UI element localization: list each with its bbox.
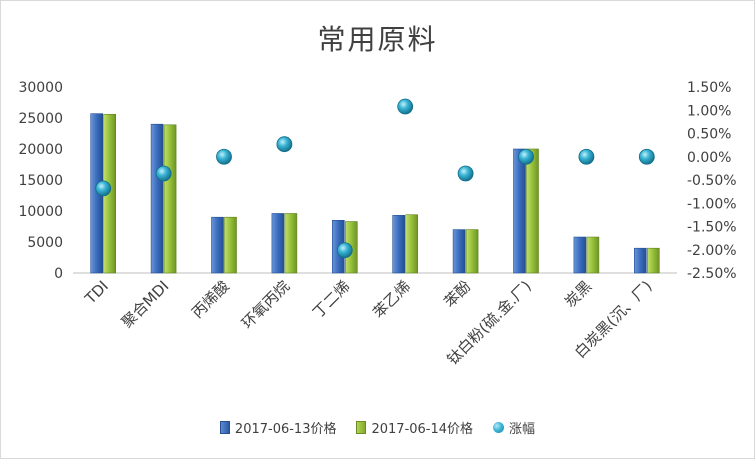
legend-item-series-3: 涨幅 xyxy=(493,418,535,437)
y-right-tick-label: -0.50% xyxy=(687,173,737,189)
x-category-label: 丁二烯 xyxy=(309,277,354,322)
dot-change xyxy=(518,148,534,165)
x-category-label: 环氧丙烷 xyxy=(238,277,293,332)
legend-label-series-1: 2017-06-13价格 xyxy=(234,422,337,437)
x-category-label: 丙烯酸 xyxy=(188,277,233,322)
bar-series-1 xyxy=(452,229,466,274)
bar-series-1 xyxy=(150,123,164,274)
y-left-tick-label: 20000 xyxy=(18,142,63,158)
dot-change xyxy=(216,148,232,165)
bar-series-2 xyxy=(646,247,660,274)
bar-series-1 xyxy=(392,215,406,274)
y-right-tick-label: -2.50% xyxy=(687,266,737,282)
y-right-tick-label: 0.00% xyxy=(687,150,731,166)
dot-change xyxy=(336,242,353,259)
chart-legend: 2017-06-13价格 2017-06-14价格 涨幅 xyxy=(0,418,755,437)
chart-title: 常用原料 xyxy=(317,23,438,56)
bar-series-1 xyxy=(513,148,526,274)
dot-change xyxy=(276,136,293,153)
y-left-tick-label: 10000 xyxy=(18,204,63,220)
bar-series-1 xyxy=(633,247,647,274)
legend-item-series-1: 2017-06-13价格 xyxy=(219,418,337,437)
y-right-tick-label: -2.00% xyxy=(687,243,737,259)
bar-series-2 xyxy=(284,213,298,274)
y-left-tick-label: 5000 xyxy=(27,235,63,251)
x-category-label: 聚合MDI xyxy=(118,277,172,331)
y-right-tick-label: -1.00% xyxy=(687,196,737,212)
x-category-label: 炭黑 xyxy=(561,277,595,311)
bar-series-2 xyxy=(163,124,177,274)
y-right-tick-label: 1.00% xyxy=(687,103,731,119)
y-left-tick-label: 0 xyxy=(54,266,63,282)
dot-change xyxy=(457,165,474,182)
bar-series-2 xyxy=(526,148,539,274)
dot-change xyxy=(95,180,112,197)
bar-series-2 xyxy=(465,229,479,274)
y-left-tick-label: 30000 xyxy=(18,80,63,96)
dot-change xyxy=(638,148,655,165)
legend-swatch-green xyxy=(356,421,367,434)
y-left-tick-label: 15000 xyxy=(18,173,63,189)
bar-series-2 xyxy=(224,216,237,274)
x-category-label: TDI xyxy=(81,277,112,308)
bar-series-2 xyxy=(586,236,600,274)
dot-change xyxy=(155,165,172,182)
y-right-tick-label: 0.50% xyxy=(687,127,731,143)
bar-series-2 xyxy=(405,214,419,274)
legend-swatch-dot xyxy=(493,422,505,433)
bar-series-1 xyxy=(211,216,224,274)
legend-label-series-2: 2017-06-14价格 xyxy=(371,422,474,437)
dot-change xyxy=(397,98,414,115)
x-category-label: 苯酚 xyxy=(440,277,474,311)
bar-series-1 xyxy=(271,213,285,274)
dot-change xyxy=(578,148,595,165)
bar-series-1 xyxy=(573,236,587,274)
y-right-tick-label: -1.50% xyxy=(687,220,737,236)
x-category-label: 苯乙烯 xyxy=(369,277,414,322)
legend-label-series-3: 涨幅 xyxy=(509,422,536,437)
y-left-tick-label: 25000 xyxy=(18,111,63,127)
legend-swatch-blue xyxy=(219,421,230,434)
y-right-tick-label: 1.50% xyxy=(687,80,731,96)
legend-item-series-2: 2017-06-14价格 xyxy=(356,418,473,437)
